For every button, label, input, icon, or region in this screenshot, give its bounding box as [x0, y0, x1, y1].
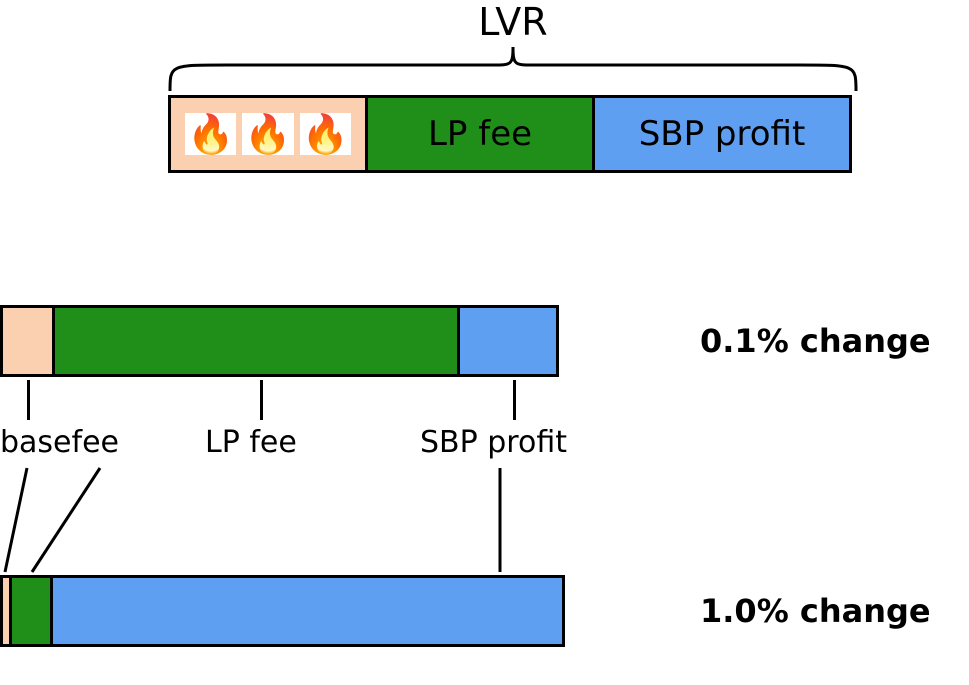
bar-1p0-sbp	[50, 575, 565, 647]
label-1p0-change: 1.0% change	[700, 592, 931, 630]
bar-1p0-lpfee	[9, 575, 53, 647]
